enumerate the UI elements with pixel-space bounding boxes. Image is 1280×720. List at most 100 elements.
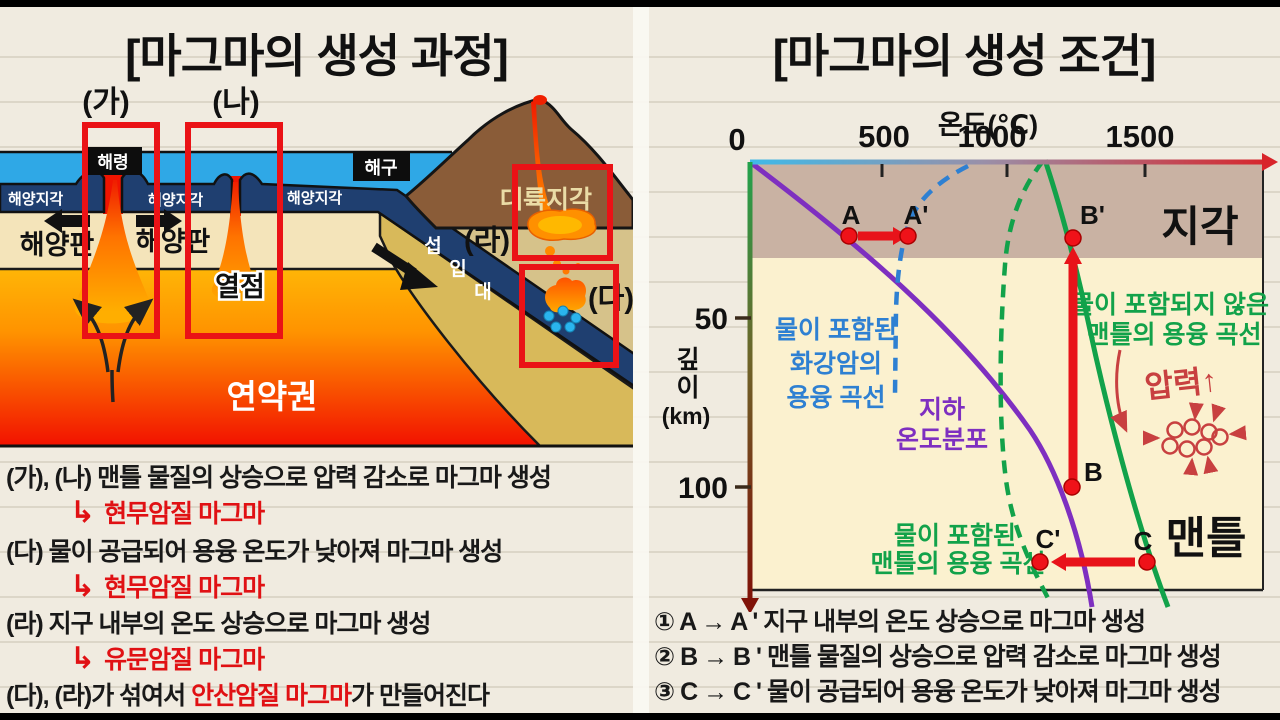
note-line-1: (가), (나) 맨틀 물질의 상승으로 압력 감소로 마그마 생성: [6, 464, 552, 492]
note-mixed-prefix: (다), (라)가 섞여서: [6, 682, 192, 710]
note-result-text: 현무암질 마그마: [104, 500, 265, 528]
marker-ra: (라): [464, 224, 510, 257]
highlight-box-da: [519, 264, 619, 368]
continental-crust-mountain: [403, 97, 633, 230]
ridge-magma-plume: [74, 180, 151, 324]
panel-divider: [633, 7, 649, 713]
oceanic-crust-label: 해양지각: [287, 189, 342, 207]
point-c-prime: [1031, 553, 1049, 571]
top-border: [0, 0, 1280, 7]
x-tick-0: 0: [728, 122, 745, 157]
dry-mantle-curve-label: 물이 포함되지 않은 맨틀의 용융 곡선: [1071, 291, 1269, 349]
point-b-prime: [1064, 229, 1082, 247]
x-axis-ticks: [880, 164, 1147, 177]
oceanic-plate-label: 해양판: [20, 230, 95, 260]
magma-chamber-core: [538, 216, 582, 234]
marker-na: (나): [212, 86, 260, 119]
point-c: [1138, 553, 1156, 571]
condition-item-2: ② B → B ' 맨틀 물질의 상승으로 압력 감소로 마그마 생성: [654, 643, 1222, 671]
x-axis-label: 온도(℃): [938, 110, 1038, 140]
svg-text:화강암의: 화강암의: [790, 350, 882, 378]
x-tick-1500: 1500: [1106, 119, 1175, 154]
hotspot-label: 열점: [215, 272, 265, 302]
svg-text:물이 포함된: 물이 포함된: [894, 522, 1016, 550]
result-arrow-icon: ↳: [70, 570, 95, 603]
note-line-4: (다), (라)가 섞여서 안산암질 마그마가 만들어진다: [6, 676, 490, 712]
svg-text:지하: 지하: [919, 396, 965, 424]
note-result-3: ↳ 유문암질 마그마: [70, 640, 265, 676]
y-tick-100: 100: [678, 472, 728, 505]
svg-text:맨틀의 용융 곡선: 맨틀의 용융 곡선: [871, 550, 1046, 578]
condition-item-1: ① A → A ' 지구 내부의 온도 상승으로 마그마 생성: [654, 608, 1146, 636]
svg-text:맨틀의 용융 곡선: 맨틀의 용융 곡선: [1087, 321, 1262, 349]
svg-text:용융 곡선: 용융 곡선: [787, 384, 886, 412]
highlight-box-ra: [512, 164, 613, 261]
svg-text:온도분포: 온도분포: [896, 426, 988, 454]
wet-mantle-curve-label: 물이 포함된 맨틀의 용융 곡선: [871, 522, 1046, 578]
svg-text:물이 포함되지 않은: 물이 포함되지 않은: [1071, 291, 1269, 319]
asthenosphere-label: 연약권: [226, 378, 317, 415]
pressure-annotation-text: 압력↑: [1143, 363, 1219, 405]
note-result-text: 현무암질 마그마: [104, 574, 265, 602]
hotspot-magma-plume: [211, 182, 257, 301]
note-result-1: ↳ 현무암질 마그마: [70, 494, 265, 530]
note-mixed-highlight: 안산암질 마그마: [191, 682, 352, 710]
point-a-label: A: [842, 200, 861, 230]
result-arrow-icon: ↳: [70, 496, 95, 529]
trench-label: 해구: [364, 158, 397, 178]
geotherm-curve: [748, 160, 1095, 608]
ridge-label-box: [84, 147, 142, 175]
oceanic-plate-label: 해양판: [136, 227, 211, 257]
subduction-arrow-head: [400, 262, 438, 290]
water-release-dots: [543, 305, 582, 333]
x-axis-arrow-icon: [1262, 153, 1278, 171]
trench-label-box: [353, 151, 410, 181]
arrow-b-to-b-prime-icon: [1064, 247, 1082, 264]
y-axis-label-unit: (km): [662, 403, 711, 429]
ridge-label: 해령: [97, 152, 128, 172]
note-mixed-suffix: 가 만들어진다: [351, 682, 490, 710]
wet-granite-curve-label: 물이 포함된 화강암의 용융 곡선: [775, 316, 897, 412]
note-line-3: (라) 지구 내부의 온도 상승으로 마그마 생성: [6, 610, 431, 638]
arrow-c-to-c-prime-icon: [1051, 553, 1066, 571]
point-b: [1063, 478, 1081, 496]
plate-tectonics-diagram: 해령 해구 해양지각 해양지각 해양지각 해양판 해양판 열점 연약권 대륙지각…: [0, 86, 633, 448]
point-c-prime-label: C': [1036, 524, 1061, 554]
point-a-prime-label: A': [904, 200, 929, 230]
subduction-zone-char: 대: [474, 281, 491, 303]
bottom-border: [0, 713, 1280, 720]
volcano-summit-vent: [533, 95, 547, 105]
marker-ga: (가): [82, 86, 130, 119]
point-c-label: C: [1134, 526, 1153, 556]
left-panel-title: [마그마의 생성 과정]: [125, 30, 509, 82]
data-points: [840, 227, 1156, 571]
y-axis-arrow-icon: [741, 598, 759, 612]
slab-melt-blob: [545, 277, 587, 313]
right-panel-title: [마그마의 생성 조건]: [772, 30, 1157, 82]
point-b-prime-label: B': [1080, 200, 1105, 230]
note-line-2: (다) 물이 공급되어 용융 온도가 낮아져 마그마 생성: [6, 538, 503, 566]
point-a-prime: [899, 227, 917, 245]
condition-item-3: ③ C → C ' 물이 공급되어 용융 온도가 낮아져 마그마 생성: [654, 678, 1222, 706]
spreading-arrow-left: [44, 209, 90, 233]
y-tick-50: 50: [695, 303, 728, 336]
x-tick-1000: 1000: [958, 119, 1027, 154]
compression-arrows-icon: [1143, 402, 1247, 476]
subduction-zone-char: 섭: [424, 235, 441, 257]
oceanic-crust-label: 해양지각: [8, 190, 63, 208]
highlight-box-ga: [82, 122, 160, 339]
mantle-region-label: 맨틀: [1166, 514, 1247, 563]
pressure-annotation: 압력↑: [1110, 349, 1247, 476]
x-tick-500: 500: [858, 119, 910, 154]
result-arrow-icon: ↳: [70, 642, 95, 675]
subduction-zone-char: 입: [449, 258, 466, 280]
note-result-text: 유문암질 마그마: [104, 646, 265, 674]
wet-granite-melting-curve: [892, 163, 970, 396]
magma-drip: [545, 246, 555, 256]
marker-da: (다): [588, 282, 633, 315]
wet-mantle-melting-curve: [998, 159, 1052, 604]
highlight-box-na: [185, 122, 283, 339]
dry-mantle-melting-curve: [1042, 159, 1171, 608]
magma-conditions-graph: 온도(℃) 0 500 1000 1500 50 100 깊 이 (km) 지각…: [662, 110, 1278, 612]
point-b-label: B: [1084, 457, 1103, 487]
